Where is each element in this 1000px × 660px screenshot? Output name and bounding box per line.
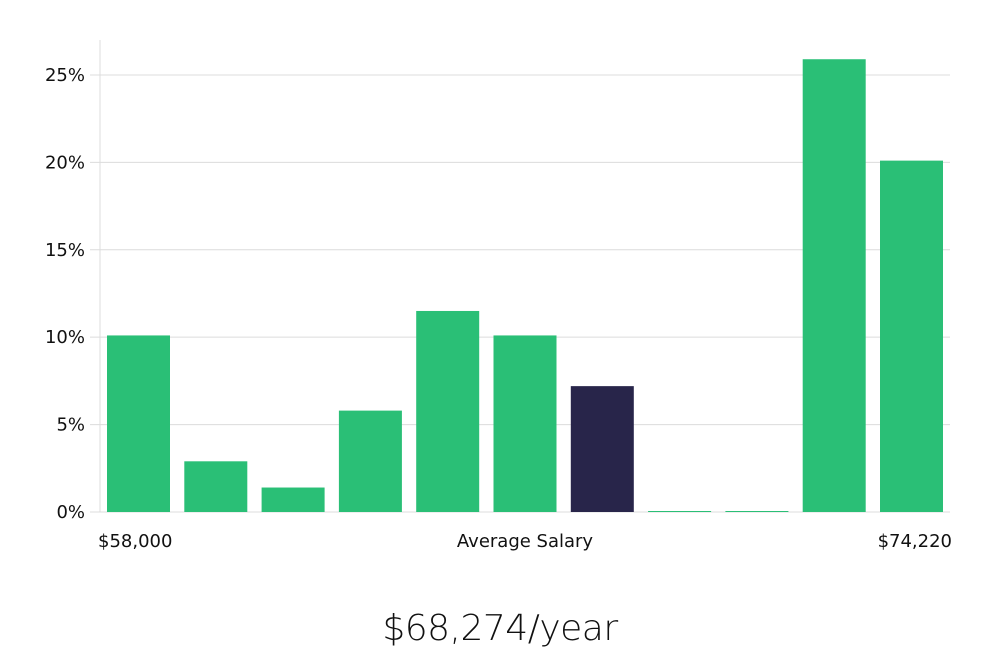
bar	[880, 160, 943, 512]
x-label-max: $74,220	[878, 531, 952, 552]
bar	[648, 511, 712, 512]
y-tick-label: 5%	[56, 415, 85, 436]
bar	[493, 335, 557, 512]
chart-svg: 0%5%10%15%20%25% $58,000 Average Salary …	[45, 40, 952, 552]
average-salary-value: $68,274/year	[382, 608, 618, 649]
y-tick-label: 20%	[45, 152, 85, 173]
y-tick-label: 0%	[56, 502, 85, 523]
bar	[107, 335, 170, 512]
bar-layer	[107, 59, 943, 513]
bar	[261, 487, 325, 512]
bar	[725, 511, 789, 512]
bar	[802, 59, 866, 513]
y-tick-label: 10%	[45, 327, 85, 348]
y-tick-layer: 0% 5% 10% 15% 20% 25%	[45, 65, 85, 523]
bar	[338, 410, 402, 512]
bar	[416, 310, 480, 512]
x-label-min: $58,000	[98, 531, 172, 552]
y-tick-label: 25%	[45, 65, 85, 86]
bar	[184, 461, 248, 512]
y-tick-label: 15%	[45, 240, 85, 261]
bar-highlight-average	[570, 386, 634, 512]
x-axis-title: Average Salary	[457, 531, 594, 552]
